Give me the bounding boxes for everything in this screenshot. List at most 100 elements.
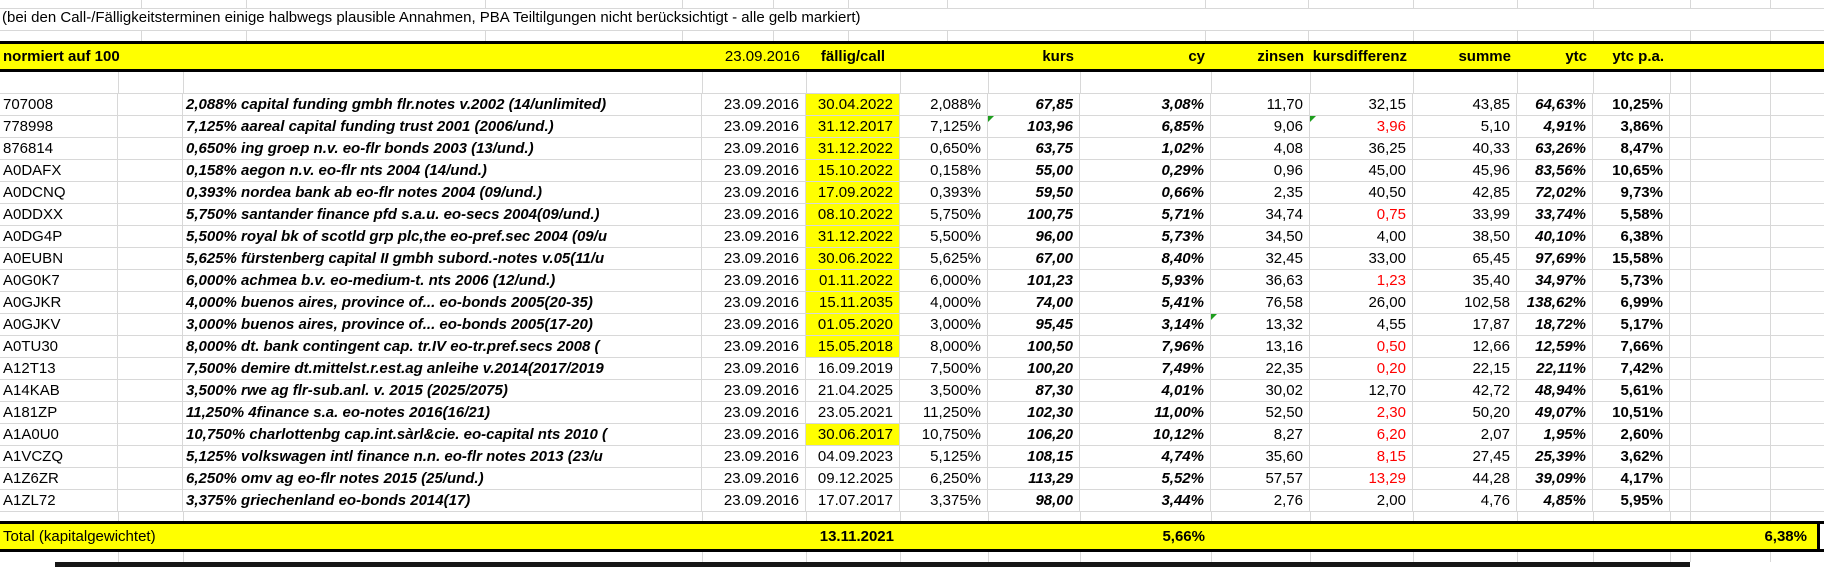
cell-ytc[interactable]: 12,59% xyxy=(1517,336,1593,358)
cell-name[interactable]: 7,125% aareal capital funding trust 2001… xyxy=(183,116,702,138)
cell-id[interactable]: A0G0K7 xyxy=(0,270,118,292)
cell-summe[interactable]: 65,45 xyxy=(1413,248,1517,270)
cell-id[interactable]: 707008 xyxy=(0,94,118,116)
cell-name[interactable]: 0,158% aegon n.v. eo-flr nts 2004 (14/un… xyxy=(183,160,702,182)
cell-faellig[interactable]: 16.09.2019 xyxy=(806,358,900,380)
header-normiert[interactable]: normiert auf 100 xyxy=(3,48,120,65)
cell-date[interactable]: 23.09.2016 xyxy=(702,402,806,424)
cell-ytc[interactable]: 64,63% xyxy=(1517,94,1593,116)
cell-faellig[interactable]: 08.10.2022 xyxy=(806,204,900,226)
cell-zinsen[interactable]: 2,35 xyxy=(1211,182,1310,204)
cell-date[interactable]: 23.09.2016 xyxy=(702,226,806,248)
cell-zinsen[interactable]: 36,63 xyxy=(1211,270,1310,292)
cell-faellig[interactable]: 21.04.2025 xyxy=(806,380,900,402)
cell-zinsen[interactable]: 4,08 xyxy=(1211,138,1310,160)
cell-ytc_pa[interactable]: 3,86% xyxy=(1593,116,1670,138)
cell-date[interactable]: 23.09.2016 xyxy=(702,490,806,512)
cell-faellig[interactable]: 31.12.2022 xyxy=(806,138,900,160)
cell-cy[interactable]: 3,14% xyxy=(1080,314,1211,336)
cell-cy[interactable]: 10,12% xyxy=(1080,424,1211,446)
cell-faellig[interactable]: 01.05.2020 xyxy=(806,314,900,336)
cell-kursdiff[interactable]: 40,50 xyxy=(1310,182,1413,204)
cell-cy[interactable]: 1,02% xyxy=(1080,138,1211,160)
cell-coupon[interactable]: 3,375% xyxy=(900,490,988,512)
cell-id[interactable]: A1ZL72 xyxy=(0,490,118,512)
cell-cy[interactable]: 5,52% xyxy=(1080,468,1211,490)
cell-coupon[interactable]: 7,500% xyxy=(900,358,988,380)
cell-faellig[interactable]: 31.12.2017 xyxy=(806,116,900,138)
cell-cy[interactable]: 7,49% xyxy=(1080,358,1211,380)
header-zinsen[interactable]: zinsen xyxy=(1257,48,1304,65)
cell-kursdiff[interactable]: 45,00 xyxy=(1310,160,1413,182)
cell-summe[interactable]: 102,58 xyxy=(1413,292,1517,314)
cell-kurs[interactable]: 67,85 xyxy=(988,94,1080,116)
cell-id[interactable]: A14KAB xyxy=(0,380,118,402)
cell-date[interactable]: 23.09.2016 xyxy=(702,336,806,358)
cell-zinsen[interactable]: 52,50 xyxy=(1211,402,1310,424)
cell-kursdiff[interactable]: 0,75 xyxy=(1310,204,1413,226)
cell-ytc[interactable]: 97,69% xyxy=(1517,248,1593,270)
cell-kursdiff[interactable]: 2,30 xyxy=(1310,402,1413,424)
cell-kurs[interactable]: 55,00 xyxy=(988,160,1080,182)
cell-coupon[interactable]: 0,393% xyxy=(900,182,988,204)
cell-coupon[interactable]: 8,000% xyxy=(900,336,988,358)
cell-zinsen[interactable]: 30,02 xyxy=(1211,380,1310,402)
cell-ytc_pa[interactable]: 10,51% xyxy=(1593,402,1670,424)
cell-ytc_pa[interactable]: 5,58% xyxy=(1593,204,1670,226)
cell-ytc_pa[interactable]: 5,95% xyxy=(1593,490,1670,512)
cell-ytc_pa[interactable]: 7,66% xyxy=(1593,336,1670,358)
cell-zinsen[interactable]: 57,57 xyxy=(1211,468,1310,490)
cell-kurs[interactable]: 98,00 xyxy=(988,490,1080,512)
cell-cy[interactable]: 5,41% xyxy=(1080,292,1211,314)
cell-kurs[interactable]: 108,15 xyxy=(988,446,1080,468)
cell-coupon[interactable]: 3,500% xyxy=(900,380,988,402)
cell-ytc[interactable]: 48,94% xyxy=(1517,380,1593,402)
cell-ytc_pa[interactable]: 10,25% xyxy=(1593,94,1670,116)
cell-ytc[interactable]: 40,10% xyxy=(1517,226,1593,248)
total-label[interactable]: Total (kapitalgewichtet) xyxy=(3,528,156,545)
cell-ytc_pa[interactable]: 8,47% xyxy=(1593,138,1670,160)
cell-faellig[interactable]: 09.12.2025 xyxy=(806,468,900,490)
cell-zinsen[interactable]: 13,16 xyxy=(1211,336,1310,358)
cell-date[interactable]: 23.09.2016 xyxy=(702,182,806,204)
cell-kurs[interactable]: 106,20 xyxy=(988,424,1080,446)
cell-ytc[interactable]: 4,85% xyxy=(1517,490,1593,512)
header-kursdifferenz[interactable]: kursdifferenz xyxy=(1312,48,1407,65)
cell-name[interactable]: 3,375% griechenland eo-bonds 2014(17) xyxy=(183,490,702,512)
cell-date[interactable]: 23.09.2016 xyxy=(702,358,806,380)
cell-ytc_pa[interactable]: 6,99% xyxy=(1593,292,1670,314)
total-faellig-call[interactable]: 13.11.2021 xyxy=(819,528,894,545)
cell-name[interactable]: 6,250% omv ag eo-flr notes 2015 (25/und.… xyxy=(183,468,702,490)
cell-coupon[interactable]: 2,088% xyxy=(900,94,988,116)
cell-kursdiff[interactable]: 4,55 xyxy=(1310,314,1413,336)
cell-name[interactable]: 3,500% rwe ag flr-sub.anl. v. 2015 (2025… xyxy=(183,380,702,402)
cell-faellig[interactable]: 31.12.2022 xyxy=(806,226,900,248)
cell-summe[interactable]: 43,85 xyxy=(1413,94,1517,116)
cell-cy[interactable]: 8,40% xyxy=(1080,248,1211,270)
cell-summe[interactable]: 27,45 xyxy=(1413,446,1517,468)
cell-cy[interactable]: 4,74% xyxy=(1080,446,1211,468)
cell-ytc_pa[interactable]: 5,17% xyxy=(1593,314,1670,336)
cell-date[interactable]: 23.09.2016 xyxy=(702,446,806,468)
header-summe[interactable]: summe xyxy=(1458,48,1511,65)
cell-date[interactable]: 23.09.2016 xyxy=(702,138,806,160)
cell-coupon[interactable]: 5,625% xyxy=(900,248,988,270)
cell-date[interactable]: 23.09.2016 xyxy=(702,270,806,292)
cell-coupon[interactable]: 5,500% xyxy=(900,226,988,248)
cell-summe[interactable]: 40,33 xyxy=(1413,138,1517,160)
cell-name[interactable]: 10,750% charlottenbg cap.int.sàrl&cie. e… xyxy=(183,424,702,446)
cell-faellig[interactable]: 30.06.2017 xyxy=(806,424,900,446)
cell-cy[interactable]: 3,08% xyxy=(1080,94,1211,116)
cell-id[interactable]: A0DAFX xyxy=(0,160,118,182)
cell-kursdiff[interactable]: 3,96 xyxy=(1310,116,1413,138)
cell-summe[interactable]: 12,66 xyxy=(1413,336,1517,358)
cell-kursdiff[interactable]: 4,00 xyxy=(1310,226,1413,248)
cell-faellig[interactable]: 23.05.2021 xyxy=(806,402,900,424)
cell-kursdiff[interactable]: 0,50 xyxy=(1310,336,1413,358)
cell-ytc_pa[interactable]: 5,61% xyxy=(1593,380,1670,402)
cell-cy[interactable]: 6,85% xyxy=(1080,116,1211,138)
cell-id[interactable]: A0DCNQ xyxy=(0,182,118,204)
cell-coupon[interactable]: 7,125% xyxy=(900,116,988,138)
cell-faellig[interactable]: 17.09.2022 xyxy=(806,182,900,204)
cell-id[interactable]: A12T13 xyxy=(0,358,118,380)
